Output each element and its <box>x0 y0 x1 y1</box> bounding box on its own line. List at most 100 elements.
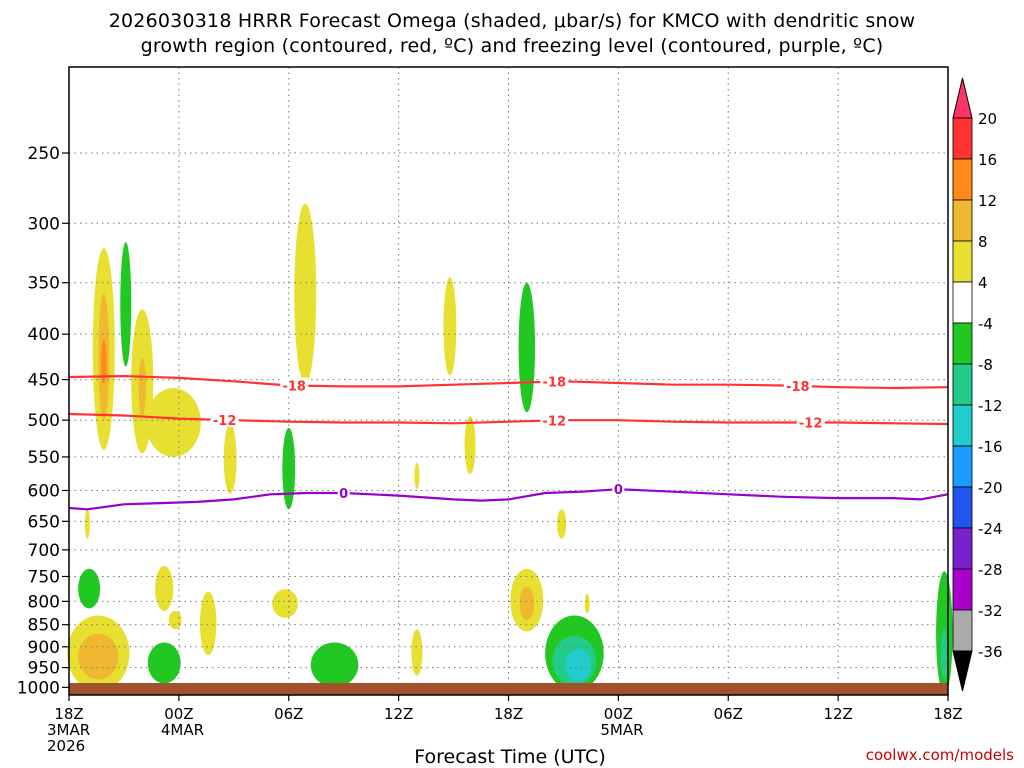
colorbar-label: 16 <box>978 151 997 169</box>
colorbar-label: -12 <box>978 397 1003 415</box>
x-tick-label: 4MAR <box>161 721 204 739</box>
omega-blob <box>443 277 457 376</box>
colorbar-label: -24 <box>978 520 1003 538</box>
omega-blob <box>310 642 359 688</box>
contour-label-bg <box>612 481 625 497</box>
contour-label: -18 <box>786 380 810 395</box>
contour-label: -18 <box>543 376 567 391</box>
omega-blob <box>272 589 298 618</box>
x-tick-label: 00Z <box>604 705 633 723</box>
colorbar-label: 4 <box>978 274 988 292</box>
colorbar: 20 16 12 8 4 -4 -8 -12 -16 -20 -24 -28 -32 -36 <box>952 77 1003 692</box>
x-tick-label: 5MAR <box>600 721 643 739</box>
plot-frame <box>68 66 949 696</box>
y-tick-label: 600 <box>28 481 60 501</box>
colorbar-label: -28 <box>978 561 1003 579</box>
colorbar-label: -20 <box>978 479 1003 497</box>
y-tick-label: 550 <box>28 448 60 468</box>
omega-blob <box>940 629 949 680</box>
colorbar-label: -4 <box>978 315 993 333</box>
y-tick-label: 350 <box>28 274 60 294</box>
omega-blob <box>519 586 535 621</box>
colorbar-segment <box>952 609 973 652</box>
y-tick-label: 650 <box>28 512 60 532</box>
contour-label: 0 <box>614 483 623 498</box>
contour-label-bg <box>540 373 569 389</box>
y-axis: 2503003504004505005506006507007508008509… <box>17 144 69 698</box>
omega-blob <box>199 591 217 656</box>
colorbar-segment <box>952 322 973 365</box>
contour-label-bg <box>796 414 825 430</box>
y-tick-label: 300 <box>28 214 60 234</box>
y-tick-label: 900 <box>28 638 60 658</box>
colorbar-label: 12 <box>978 192 997 210</box>
omega-blob <box>411 629 423 676</box>
colorbar-segment <box>952 404 973 447</box>
omega-blob <box>84 509 90 539</box>
contour-label-bg <box>540 412 569 428</box>
omega-blob <box>147 642 181 684</box>
omega-blob <box>565 648 591 682</box>
y-tick-label: 450 <box>28 371 60 391</box>
y-tick-label: 250 <box>28 144 60 164</box>
x-tick-label: 2026 <box>47 737 85 755</box>
contour-label-bg <box>783 377 812 393</box>
omega-blob <box>145 388 201 457</box>
y-tick-label: 400 <box>28 325 60 345</box>
y-tick-label: 1000 <box>17 678 60 698</box>
colorbar-label: -36 <box>978 643 1003 661</box>
y-tick-label: 850 <box>28 616 60 636</box>
contour-line <box>68 488 949 511</box>
omega-blob <box>120 242 132 367</box>
contour-label-bg <box>280 377 309 393</box>
colorbar-segment <box>952 363 973 406</box>
x-axis-label: Forecast Time (UTC) <box>414 746 606 768</box>
x-tick-label: 12Z <box>384 705 413 723</box>
colorbar-label: -16 <box>978 438 1003 456</box>
colorbar-label: -8 <box>978 356 993 374</box>
contour-label: -12 <box>213 414 237 429</box>
omega-blob <box>584 594 590 614</box>
colorbar-label: 8 <box>978 233 988 251</box>
chart-title-line2: growth region (contoured, red, ºC) and f… <box>140 35 884 57</box>
omega-blob <box>557 509 567 539</box>
colorbar-segment <box>952 281 973 324</box>
colorbar-segment <box>952 527 973 570</box>
y-tick-label: 950 <box>28 659 60 679</box>
x-tick-label: 06Z <box>714 705 743 723</box>
contour-label: -12 <box>543 414 567 429</box>
omega-blob <box>518 282 536 413</box>
omega-blob <box>464 416 476 475</box>
colorbar-label: -32 <box>978 602 1003 620</box>
colorbar-segment <box>952 117 973 160</box>
chart-title-line1: 2026030318 HRRR Forecast Omega (shaded, … <box>108 10 916 32</box>
x-tick-label: 3MAR <box>47 721 90 739</box>
contour-label-bg <box>337 485 350 501</box>
contour-lines: -18 -18 -18 -12 -12 -12 0 0 <box>68 373 949 511</box>
omega-blob <box>138 357 146 417</box>
omega-blob <box>78 633 119 680</box>
x-tick-label: 12Z <box>823 705 852 723</box>
omega-blob <box>223 424 237 494</box>
omega-blob <box>78 568 101 609</box>
contour-label: 0 <box>339 487 348 502</box>
x-tick-label: 18Z <box>933 705 962 723</box>
colorbar-segment <box>952 158 973 201</box>
colorbar-bottom-arrow <box>952 650 973 692</box>
credit-label: coolwx.com/models <box>865 746 1014 764</box>
y-tick-label: 500 <box>28 411 60 431</box>
y-tick-label: 750 <box>28 567 60 587</box>
contour-label: -18 <box>282 380 306 395</box>
y-tick-label: 700 <box>28 541 60 561</box>
ground-bar <box>69 683 948 695</box>
contour-label: -12 <box>799 416 823 431</box>
omega-blob <box>414 462 420 490</box>
omega-blob <box>101 338 107 384</box>
colorbar-segment <box>952 445 973 488</box>
x-tick-label: 00Z <box>164 705 193 723</box>
colorbar-segment <box>952 486 973 529</box>
contour-label-bg <box>210 411 239 427</box>
colorbar-segment <box>952 568 973 611</box>
